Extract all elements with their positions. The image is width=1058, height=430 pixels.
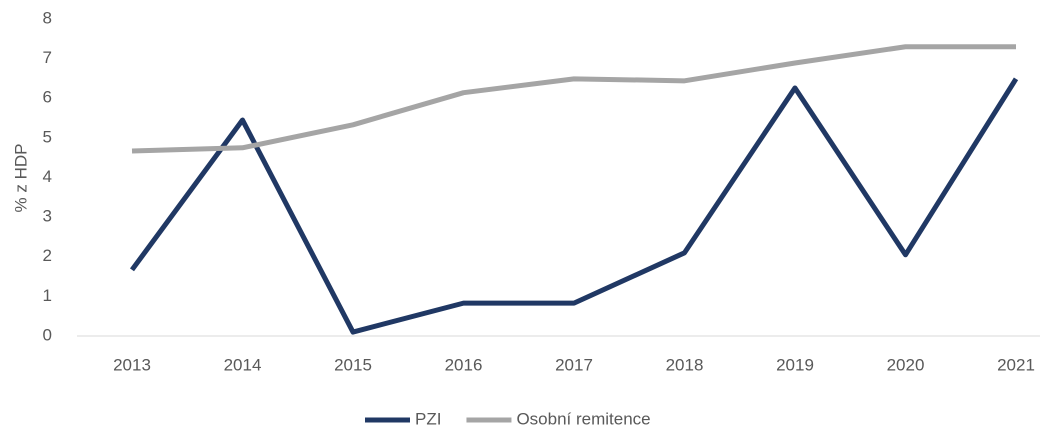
- legend-label: PZI: [415, 409, 441, 428]
- y-tick-label: 1: [43, 286, 52, 305]
- x-tick-label: 2020: [887, 355, 925, 374]
- series-line: [131, 44, 1016, 154]
- y-tick-label: 7: [43, 48, 52, 67]
- y-tick-label: 2: [43, 246, 52, 265]
- x-tick-label: 2019: [776, 355, 814, 374]
- y-tick-label: 4: [43, 167, 52, 186]
- y-axis-label: % z HDP: [11, 144, 30, 213]
- y-tick-label: 6: [43, 88, 52, 107]
- x-tick-label: 2015: [334, 355, 372, 374]
- y-tick-label: 5: [43, 127, 52, 146]
- y-tick-label: 0: [43, 325, 52, 344]
- series-line: [129, 77, 1019, 335]
- y-tick-label: 3: [43, 207, 52, 226]
- x-tick-label: 2013: [113, 355, 151, 374]
- x-tick-label: 2018: [666, 355, 704, 374]
- x-tick-label: 2014: [224, 355, 262, 374]
- x-tick-label: 2021: [997, 355, 1035, 374]
- x-tick-label: 2017: [555, 355, 593, 374]
- x-tick-label: 2016: [445, 355, 483, 374]
- legend-label: Osobní remitence: [516, 409, 650, 428]
- y-tick-label: 8: [43, 8, 52, 27]
